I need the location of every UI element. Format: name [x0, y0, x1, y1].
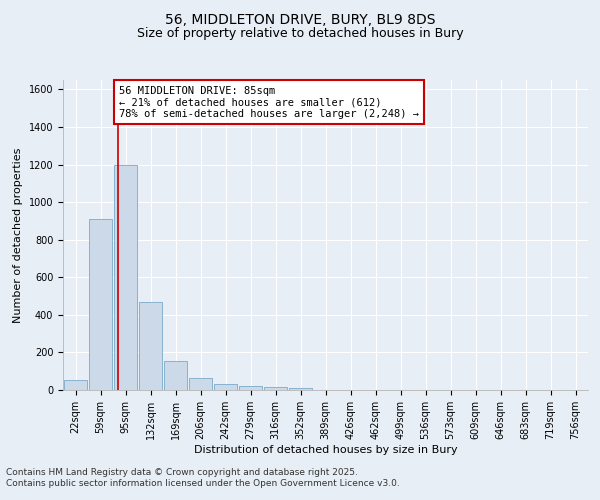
Bar [89, 219, 112, 390]
Text: 56, MIDDLETON DRIVE, BURY, BL9 8DS: 56, MIDDLETON DRIVE, BURY, BL9 8DS [165, 12, 435, 26]
Bar [189, 378, 212, 390]
X-axis label: Distribution of detached houses by size in Bury: Distribution of detached houses by size … [194, 444, 457, 454]
Bar [64, 380, 87, 390]
Text: Size of property relative to detached houses in Bury: Size of property relative to detached ho… [137, 28, 463, 40]
Text: Contains HM Land Registry data © Crown copyright and database right 2025.
Contai: Contains HM Land Registry data © Crown c… [6, 468, 400, 487]
Bar [264, 387, 287, 390]
Bar [139, 302, 162, 390]
Bar [214, 384, 237, 390]
Text: 56 MIDDLETON DRIVE: 85sqm
← 21% of detached houses are smaller (612)
78% of semi: 56 MIDDLETON DRIVE: 85sqm ← 21% of detac… [119, 86, 419, 119]
Bar [239, 386, 262, 390]
Bar [289, 388, 312, 390]
Bar [114, 166, 137, 390]
Bar [164, 361, 187, 390]
Y-axis label: Number of detached properties: Number of detached properties [13, 148, 23, 322]
